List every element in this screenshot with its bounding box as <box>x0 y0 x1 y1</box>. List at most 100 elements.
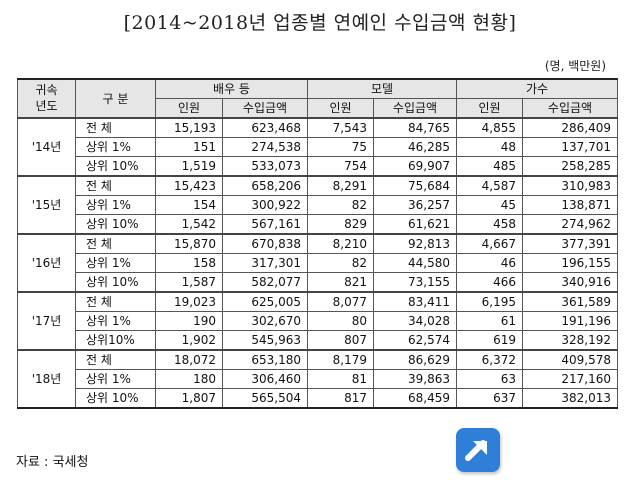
count-cell: 829 <box>307 214 374 235</box>
subheader-count: 인원 <box>155 98 223 119</box>
amount-cell: 670,838 <box>222 233 308 254</box>
count-cell: 158 <box>155 253 223 273</box>
class-cell: 상위10% <box>75 330 156 351</box>
amount-cell: 92,813 <box>373 233 457 254</box>
header-group-actors: 배우 등 <box>155 78 308 99</box>
count-cell: 180 <box>155 369 223 389</box>
amount-cell: 300,922 <box>222 195 308 215</box>
count-cell: 15,193 <box>155 117 223 138</box>
source-note: 자료 : 국세청 <box>16 455 89 470</box>
count-cell: 485 <box>456 156 523 177</box>
count-cell: 61 <box>456 311 523 331</box>
amount-cell: 382,013 <box>522 388 618 409</box>
class-cell: 전 체 <box>75 233 156 254</box>
income-table: 귀속 년도 구 분 배우 등 모델 가수 인원 수입금액 인원 수입금액 인원 수… <box>17 78 618 409</box>
arrow-up-right-icon[interactable] <box>456 428 500 472</box>
amount-cell: 565,504 <box>222 388 308 409</box>
table-row: 상위 10% 1,587 582,077 821 73,155 466 340,916 <box>18 272 618 293</box>
class-cell: 전 체 <box>75 291 156 312</box>
amount-cell: 567,161 <box>222 214 308 235</box>
header-year: 귀속 년도 <box>17 78 76 119</box>
amount-cell: 317,301 <box>222 253 308 273</box>
amount-cell: 75,684 <box>373 175 457 196</box>
table-row: 상위 10% 1,807 565,504 817 68,459 637 382,013 <box>18 388 618 409</box>
year-cell: '14년 <box>17 117 76 177</box>
income-table-wrapper: 귀속 년도 구 분 배우 등 모델 가수 인원 수입금액 인원 수입금액 인원 수… <box>17 78 618 409</box>
subheader-count: 인원 <box>456 98 523 119</box>
table-row: '18년 전 체 18,072 653,180 8,179 86,629 6,372 409,… <box>17 349 618 409</box>
amount-cell: 582,077 <box>222 272 308 293</box>
class-cell: 상위 1% <box>75 311 156 331</box>
count-cell: 154 <box>155 195 223 215</box>
amount-cell: 68,459 <box>373 388 457 409</box>
count-cell: 80 <box>307 311 374 331</box>
count-cell: 63 <box>456 369 523 389</box>
amount-cell: 61,621 <box>373 214 457 235</box>
subheader-amount: 수입금액 <box>373 98 457 119</box>
count-cell: 45 <box>456 195 523 215</box>
table-row: 상위 1% 190 302,670 80 34,028 61 191,196 <box>18 311 618 331</box>
amount-cell: 274,962 <box>522 214 618 235</box>
count-cell: 82 <box>307 195 374 215</box>
count-cell: 8,179 <box>307 349 374 370</box>
amount-cell: 306,460 <box>222 369 308 389</box>
table-row: 상위10% 1,902 545,963 807 62,574 619 328,192 <box>18 330 618 351</box>
amount-cell: 46,285 <box>373 137 457 157</box>
subheader-amount: 수입금액 <box>522 98 618 119</box>
table-row: 상위 1% 158 317,301 82 44,580 46 196,155 <box>18 253 618 273</box>
table-row: '16년 전 체 15,870 670,838 8,210 92,813 4,667 377,… <box>17 233 618 293</box>
amount-cell: 137,701 <box>522 137 618 157</box>
table-row: '14년 전 체 15,193 623,468 7,543 84,765 4,855 286,… <box>17 117 618 177</box>
header-class: 구 분 <box>75 78 156 119</box>
header-group-singers: 가수 <box>456 78 618 99</box>
count-cell: 4,587 <box>456 175 523 196</box>
amount-cell: 377,391 <box>522 233 618 254</box>
header-group-models: 모델 <box>307 78 457 99</box>
amount-cell: 361,589 <box>522 291 618 312</box>
class-cell: 상위 1% <box>75 137 156 157</box>
amount-cell: 625,005 <box>222 291 308 312</box>
count-cell: 7,543 <box>307 117 374 138</box>
amount-cell: 83,411 <box>373 291 457 312</box>
class-cell: 상위 1% <box>75 369 156 389</box>
count-cell: 82 <box>307 253 374 273</box>
class-cell: 상위 1% <box>75 195 156 215</box>
count-cell: 807 <box>307 330 374 351</box>
count-cell: 466 <box>456 272 523 293</box>
amount-cell: 258,285 <box>522 156 618 177</box>
table-row: 상위 10% 1,542 567,161 829 61,621 458 274,962 <box>18 214 618 235</box>
arrow-up-right-glyph <box>465 440 487 461</box>
table-row: 상위 1% 151 274,538 75 46,285 48 137,701 <box>18 137 618 157</box>
count-cell: 1,519 <box>155 156 223 177</box>
class-cell: 상위 10% <box>75 214 156 235</box>
amount-cell: 274,538 <box>222 137 308 157</box>
amount-cell: 409,578 <box>522 349 618 370</box>
class-cell: 상위 10% <box>75 272 156 293</box>
amount-cell: 86,629 <box>373 349 457 370</box>
count-cell: 4,667 <box>456 233 523 254</box>
class-cell: 상위 10% <box>75 388 156 409</box>
amount-cell: 328,192 <box>522 330 618 351</box>
class-cell: 상위 10% <box>75 156 156 177</box>
unit-label: (명, 백만원) <box>544 59 606 73</box>
count-cell: 817 <box>307 388 374 409</box>
class-cell: 전 체 <box>75 117 156 138</box>
subheader-count: 인원 <box>307 98 374 119</box>
count-cell: 48 <box>456 137 523 157</box>
table-row: 상위 1% 154 300,922 82 36,257 45 138,871 <box>18 195 618 215</box>
count-cell: 1,542 <box>155 214 223 235</box>
amount-cell: 138,871 <box>522 195 618 215</box>
count-cell: 1,902 <box>155 330 223 351</box>
amount-cell: 36,257 <box>373 195 457 215</box>
table-row: '15년 전 체 15,423 658,206 8,291 75,684 4,587 310,… <box>17 175 618 235</box>
count-cell: 6,372 <box>456 349 523 370</box>
count-cell: 8,291 <box>307 175 374 196</box>
count-cell: 151 <box>155 137 223 157</box>
amount-cell: 69,907 <box>373 156 457 177</box>
count-cell: 821 <box>307 272 374 293</box>
amount-cell: 84,765 <box>373 117 457 138</box>
count-cell: 458 <box>456 214 523 235</box>
count-cell: 637 <box>456 388 523 409</box>
count-cell: 4,855 <box>456 117 523 138</box>
page-title: [2014~2018년 업종별 연예인 수입금액 현황] <box>123 12 517 34</box>
